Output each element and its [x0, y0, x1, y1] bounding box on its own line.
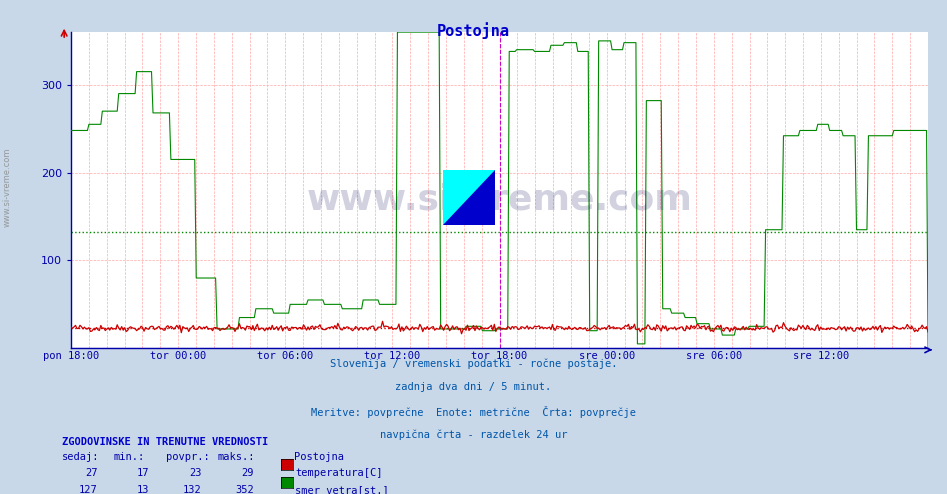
Text: 132: 132 [183, 485, 202, 494]
Text: smer vetra[st.]: smer vetra[st.] [295, 485, 389, 494]
Text: navpična črta - razdelek 24 ur: navpična črta - razdelek 24 ur [380, 429, 567, 440]
Text: www.si-vreme.com: www.si-vreme.com [307, 183, 692, 217]
Text: www.si-vreme.com: www.si-vreme.com [3, 148, 12, 227]
Text: 13: 13 [137, 485, 150, 494]
Text: ZGODOVINSKE IN TRENUTNE VREDNOSTI: ZGODOVINSKE IN TRENUTNE VREDNOSTI [62, 437, 268, 447]
Text: 17: 17 [137, 468, 150, 478]
Text: 23: 23 [189, 468, 202, 478]
Text: maks.:: maks.: [218, 452, 256, 462]
Text: Slovenija / vremenski podatki - ročne postaje.: Slovenija / vremenski podatki - ročne po… [330, 358, 617, 369]
Text: sedaj:: sedaj: [62, 452, 99, 462]
Text: Meritve: povprečne  Enote: metrične  Črta: povprečje: Meritve: povprečne Enote: metrične Črta:… [311, 406, 636, 417]
Text: temperatura[C]: temperatura[C] [295, 468, 383, 478]
Text: min.:: min.: [114, 452, 145, 462]
Text: zadnja dva dni / 5 minut.: zadnja dva dni / 5 minut. [396, 382, 551, 392]
Polygon shape [443, 170, 495, 225]
Text: 27: 27 [85, 468, 98, 478]
Text: Postojna: Postojna [294, 452, 344, 462]
Text: povpr.:: povpr.: [166, 452, 209, 462]
Polygon shape [443, 170, 495, 225]
Text: 352: 352 [235, 485, 254, 494]
Text: 127: 127 [79, 485, 98, 494]
Text: 29: 29 [241, 468, 254, 478]
Text: Postojna: Postojna [437, 22, 510, 39]
